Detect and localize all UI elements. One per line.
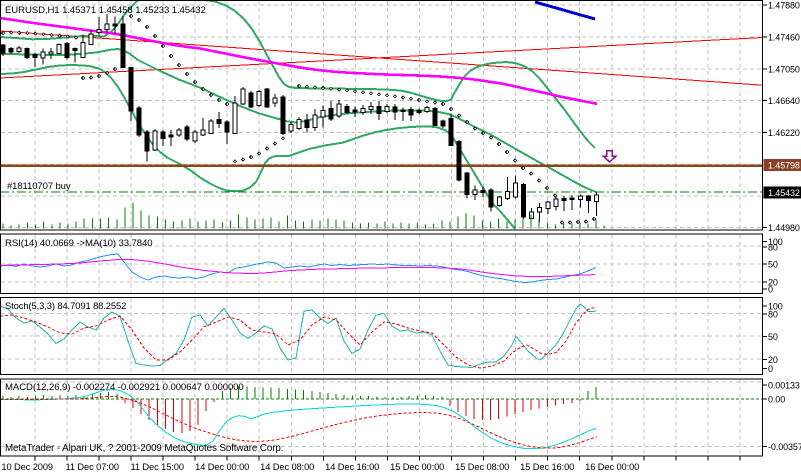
svg-text:100: 100 [768, 237, 783, 247]
svg-text:14 Dec 16:00: 14 Dec 16:00 [325, 462, 379, 472]
svg-text:16 Dec 00:00: 16 Dec 00:00 [585, 462, 639, 472]
svg-text:80: 80 [768, 310, 778, 320]
svg-text:MACD(12,26,9) -0.002274 -0.002: MACD(12,26,9) -0.002274 -0.002921 0.0006… [5, 382, 244, 393]
svg-text:100: 100 [768, 302, 783, 312]
svg-text:0: 0 [768, 285, 773, 295]
svg-text:15 Dec 00:00: 15 Dec 00:00 [390, 462, 444, 472]
svg-text:80: 80 [768, 243, 778, 253]
svg-text:1.46220: 1.46220 [768, 128, 800, 138]
svg-text:1.44980: 1.44980 [768, 223, 800, 233]
svg-text:1.46640: 1.46640 [768, 96, 800, 106]
svg-text:50: 50 [768, 332, 778, 342]
svg-text:14 Dec 08:00: 14 Dec 08:00 [260, 462, 314, 472]
svg-text:#18110707 buy: #18110707 buy [7, 181, 71, 192]
svg-text:15 Dec 16:00: 15 Dec 16:00 [520, 462, 574, 472]
svg-text:20: 20 [768, 278, 778, 288]
svg-text:MetaTrader - Alpari UK, ? 2001: MetaTrader - Alpari UK, ? 2001-2009 Meta… [5, 443, 283, 454]
svg-text:Stoch(5,3,3) 84.7091 88.2552: Stoch(5,3,3) 84.7091 88.2552 [5, 300, 126, 311]
svg-text:11 Dec 07:00: 11 Dec 07:00 [65, 462, 118, 472]
svg-text:1.47460: 1.47460 [768, 33, 800, 43]
svg-text:1.47050: 1.47050 [768, 65, 800, 75]
svg-text:15 Dec 08:00: 15 Dec 08:00 [455, 462, 509, 472]
svg-text:RSI(14) 40.0669 ->MA(10) 33.7: RSI(14) 40.0669 ->MA(10) 33.7840 [5, 238, 152, 249]
svg-text:1.45432: 1.45432 [768, 188, 800, 198]
svg-text:0.00133: 0.00133 [768, 381, 800, 391]
svg-text:1.45798: 1.45798 [768, 161, 800, 171]
svg-text:20: 20 [768, 355, 778, 365]
svg-text:14 Dec 00:00: 14 Dec 00:00 [195, 462, 249, 472]
svg-text:10 Dec 2009: 10 Dec 2009 [1, 462, 53, 472]
svg-text:0: 0 [768, 364, 773, 374]
svg-text:11 Dec 15:00: 11 Dec 15:00 [130, 462, 183, 472]
svg-text:1.47880: 1.47880 [768, 1, 800, 11]
svg-text:-0.00357: -0.00357 [768, 442, 801, 452]
svg-text:50: 50 [768, 260, 778, 270]
svg-text:0.00: 0.00 [768, 395, 785, 405]
svg-text:EURUSD,H1 1.45371 1.45458 1.4: EURUSD,H1 1.45371 1.45458 1.45233 1.4543… [5, 5, 206, 16]
